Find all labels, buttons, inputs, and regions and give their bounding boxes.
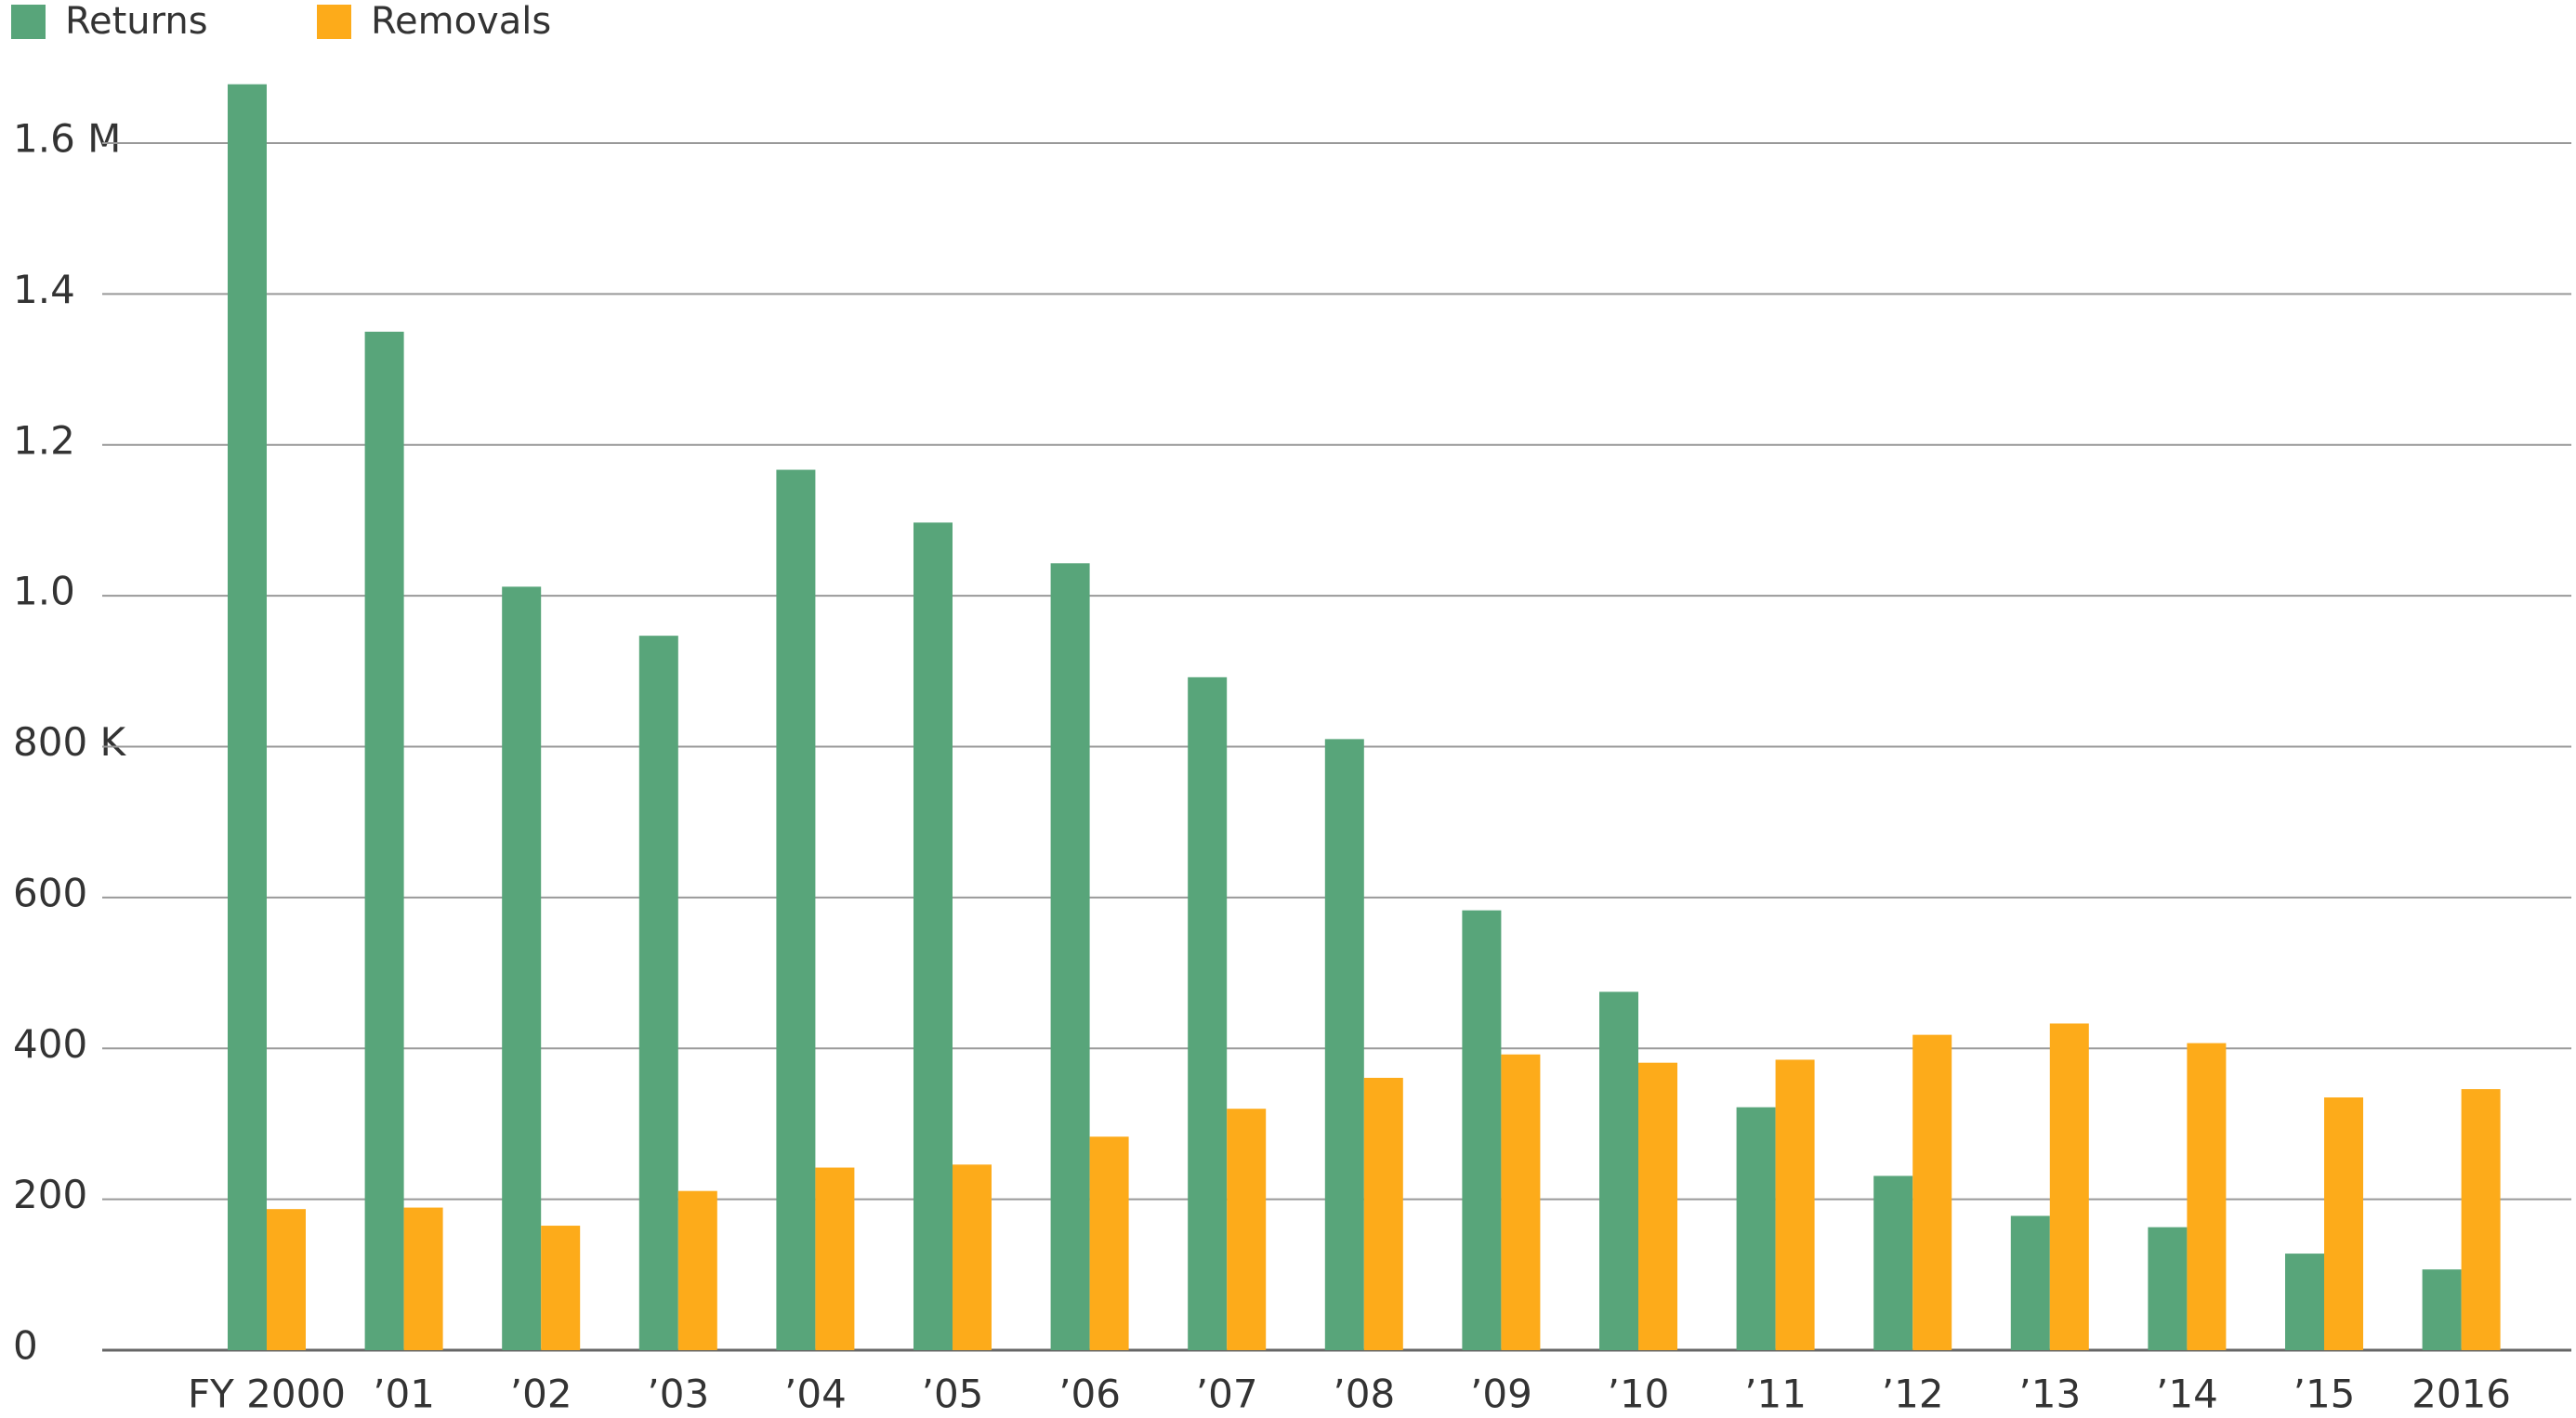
x-tick-label: ’06 xyxy=(1058,1372,1121,1417)
bar xyxy=(953,1164,992,1350)
y-tick-label: 1.6 M xyxy=(13,116,121,162)
x-tick-label: ’07 xyxy=(1196,1372,1258,1417)
bar xyxy=(2187,1043,2227,1350)
x-tick-label: FY 2000 xyxy=(188,1372,346,1417)
x-tick-label: ’10 xyxy=(1608,1372,1670,1417)
y-tick-label: 0 xyxy=(13,1323,38,1369)
bar xyxy=(913,522,953,1350)
x-tick-label: 2016 xyxy=(2412,1372,2511,1417)
bar xyxy=(2461,1089,2501,1350)
y-tick-label: 1.4 xyxy=(13,267,75,312)
bar xyxy=(1775,1059,1815,1350)
x-tick-label: ’08 xyxy=(1333,1372,1395,1417)
bar xyxy=(2049,1023,2089,1350)
bar xyxy=(1227,1109,1267,1350)
x-tick-label: ’09 xyxy=(1470,1372,1532,1417)
bar xyxy=(364,331,404,1350)
bar xyxy=(2285,1254,2324,1350)
bar xyxy=(2422,1269,2462,1350)
y-tick-label: 600 xyxy=(13,870,87,915)
bar xyxy=(1050,563,1090,1350)
bar xyxy=(1873,1175,1913,1350)
bar xyxy=(1462,910,1502,1350)
x-tick-label: ’02 xyxy=(510,1372,572,1417)
x-tick-label: ’04 xyxy=(784,1372,847,1417)
bar xyxy=(1912,1034,1952,1350)
bar xyxy=(228,84,267,1351)
x-tick-label: ’15 xyxy=(2293,1372,2356,1417)
x-tick-label: ’12 xyxy=(1882,1372,1944,1417)
bar xyxy=(502,586,542,1350)
bar xyxy=(2148,1227,2188,1350)
bar xyxy=(267,1209,306,1350)
legend-label: Removals xyxy=(371,0,551,43)
y-tick-label: 800 K xyxy=(13,719,127,765)
bar xyxy=(1638,1062,1677,1350)
bar xyxy=(1363,1077,1403,1350)
bar xyxy=(1188,676,1228,1350)
bar xyxy=(1599,991,1638,1350)
bar xyxy=(1501,1054,1541,1350)
bar xyxy=(1324,739,1364,1350)
x-tick-label: ’01 xyxy=(373,1372,435,1417)
bar xyxy=(1089,1136,1129,1350)
y-tick-label: 1.0 xyxy=(13,569,75,614)
legend-label: Returns xyxy=(65,0,208,43)
bar xyxy=(815,1167,855,1350)
x-tick-label: ’03 xyxy=(647,1372,709,1417)
y-tick-label: 1.2 xyxy=(13,417,75,463)
x-tick-label: ’11 xyxy=(1744,1372,1807,1417)
bar xyxy=(776,469,816,1350)
bar xyxy=(638,636,678,1350)
bar xyxy=(2324,1097,2363,1350)
legend-swatch xyxy=(11,5,46,39)
legend-swatch xyxy=(317,5,351,39)
bar xyxy=(2010,1215,2050,1350)
bar xyxy=(541,1226,581,1350)
x-tick-label: ’14 xyxy=(2156,1372,2218,1417)
x-tick-label: ’05 xyxy=(922,1372,984,1417)
y-tick-label: 400 xyxy=(13,1021,87,1067)
y-tick-label: 200 xyxy=(13,1172,87,1217)
bar xyxy=(403,1207,443,1350)
x-tick-label: ’13 xyxy=(2018,1372,2081,1417)
bar xyxy=(1736,1107,1776,1350)
bar xyxy=(677,1190,717,1350)
